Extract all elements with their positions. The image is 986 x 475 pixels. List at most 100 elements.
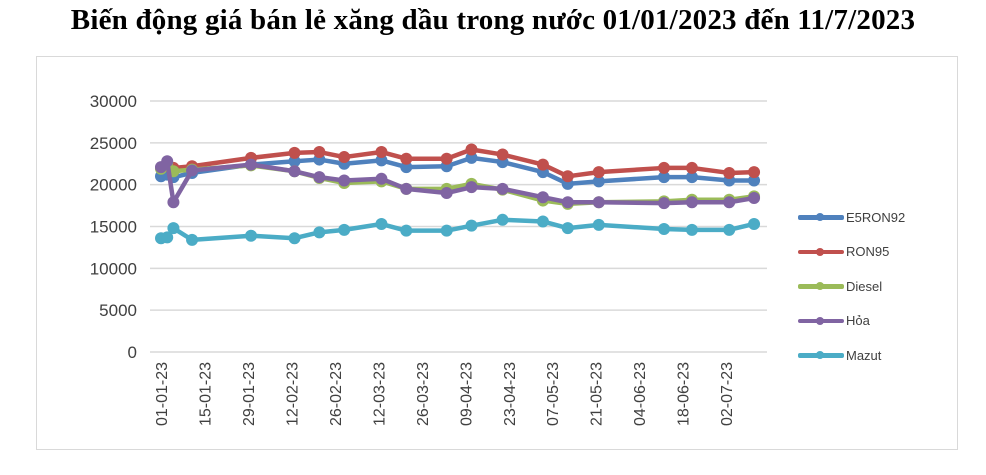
legend-item-diesel: Diesel xyxy=(796,269,936,304)
data-point-marker xyxy=(288,146,301,159)
data-point-marker xyxy=(658,197,671,210)
x-tick-label: 29-01-23 xyxy=(241,362,258,426)
data-point-marker xyxy=(288,155,301,168)
x-tick-label: 07-05-23 xyxy=(545,362,562,426)
x-tick-label: 04-06-23 xyxy=(632,362,649,426)
data-point-marker xyxy=(465,143,478,156)
data-point-marker xyxy=(685,223,698,236)
data-point-marker xyxy=(161,231,174,244)
x-tick-label: 23-04-23 xyxy=(502,362,519,426)
x-tick-label: 26-02-23 xyxy=(328,362,345,426)
legend-item-e5ron92: E5RON92 xyxy=(796,200,936,235)
data-point-marker xyxy=(685,196,698,209)
data-point-marker xyxy=(685,161,698,174)
x-tick-label: 15-01-23 xyxy=(197,362,214,426)
legend-label: Hỏa xyxy=(846,313,870,329)
data-point-marker xyxy=(313,171,326,184)
data-point-marker xyxy=(561,196,574,209)
data-point-marker xyxy=(723,223,736,236)
data-point-marker xyxy=(748,192,761,205)
data-point-marker xyxy=(658,223,671,236)
y-tick-label: 15000 xyxy=(90,218,137,237)
data-point-marker xyxy=(440,152,453,165)
data-point-marker xyxy=(313,146,326,159)
data-point-marker xyxy=(723,196,736,209)
data-point-marker xyxy=(186,164,199,177)
data-point-marker xyxy=(375,146,388,159)
x-axis-ticks: 01-01-23 15-01-23 29-01-23 12-02-23 26-02-23… xyxy=(154,362,736,426)
data-point-marker xyxy=(288,232,301,245)
x-tick-label: 18-06-23 xyxy=(676,362,693,426)
data-point-marker xyxy=(375,217,388,230)
data-point-marker xyxy=(536,158,549,171)
data-point-marker xyxy=(465,151,478,164)
data-point-marker xyxy=(400,152,413,165)
legend-label: E5RON92 xyxy=(846,209,906,225)
line-marker-icon xyxy=(796,245,844,259)
data-point-marker xyxy=(536,191,549,204)
data-point-marker xyxy=(561,170,574,183)
data-point-marker xyxy=(561,222,574,235)
y-tick-label: 0 xyxy=(128,343,137,362)
y-tick-label: 30000 xyxy=(90,92,137,111)
data-point-marker xyxy=(245,158,258,171)
y-axis-ticks: 0 5000 10000 15000 20000 25000 30000 xyxy=(90,92,137,362)
data-point-marker xyxy=(748,166,761,179)
data-point-marker xyxy=(465,219,478,232)
x-tick-label: 12-02-23 xyxy=(284,362,301,426)
data-point-marker xyxy=(440,224,453,237)
data-point-marker xyxy=(748,174,761,187)
line-marker-icon xyxy=(796,348,844,362)
x-tick-label: 02-07-23 xyxy=(719,362,736,426)
data-point-marker xyxy=(496,182,509,195)
legend-label: Diesel xyxy=(846,278,883,294)
data-point-marker xyxy=(338,223,351,236)
series-mazut xyxy=(155,213,761,246)
data-point-marker xyxy=(338,174,351,187)
x-tick-label: 12-03-23 xyxy=(371,362,388,426)
data-point-marker xyxy=(592,175,605,188)
data-point-marker xyxy=(161,155,174,168)
chart-title: Biến động giá bán lẻ xăng dầu trong nước… xyxy=(70,4,916,36)
x-tick-label: 09-04-23 xyxy=(458,362,475,426)
legend-item-mazut: Mazut xyxy=(796,338,936,373)
data-point-marker xyxy=(592,196,605,209)
line-marker-icon xyxy=(796,314,844,328)
series-hỏa xyxy=(155,155,761,210)
y-tick-label: 25000 xyxy=(90,134,137,153)
y-tick-label: 10000 xyxy=(90,259,137,278)
data-point-marker xyxy=(496,213,509,226)
data-point-marker xyxy=(658,171,671,184)
chart-legend: E5RON92 RON95 Diesel Hỏa Mazut xyxy=(796,200,936,373)
data-point-marker xyxy=(440,187,453,200)
data-point-marker xyxy=(496,148,509,161)
data-point-marker xyxy=(288,165,301,178)
x-tick-label: 26-03-23 xyxy=(415,362,432,426)
line-marker-icon xyxy=(796,279,844,293)
line-marker-icon xyxy=(796,210,844,224)
data-point-marker xyxy=(400,182,413,195)
y-tick-label: 5000 xyxy=(99,301,137,320)
data-point-marker xyxy=(186,233,199,246)
data-point-marker xyxy=(592,166,605,179)
series-line xyxy=(158,147,757,179)
data-point-marker xyxy=(167,222,180,235)
data-point-marker xyxy=(313,226,326,239)
data-point-marker xyxy=(375,172,388,185)
data-point-marker xyxy=(685,171,698,184)
data-point-marker xyxy=(592,218,605,231)
legend-item-hoa: Hỏa xyxy=(796,304,936,339)
data-point-marker xyxy=(167,196,180,209)
data-point-marker xyxy=(400,161,413,174)
legend-label: RON95 xyxy=(846,244,890,260)
data-point-marker xyxy=(400,224,413,237)
data-point-marker xyxy=(658,161,671,174)
data-point-marker xyxy=(245,229,258,242)
series-line xyxy=(158,158,757,206)
data-series xyxy=(155,143,761,246)
x-tick-label: 01-01-23 xyxy=(154,362,171,426)
data-point-marker xyxy=(536,215,549,228)
legend-item-ron95: RON95 xyxy=(796,235,936,270)
x-tick-label: 21-05-23 xyxy=(589,362,606,426)
